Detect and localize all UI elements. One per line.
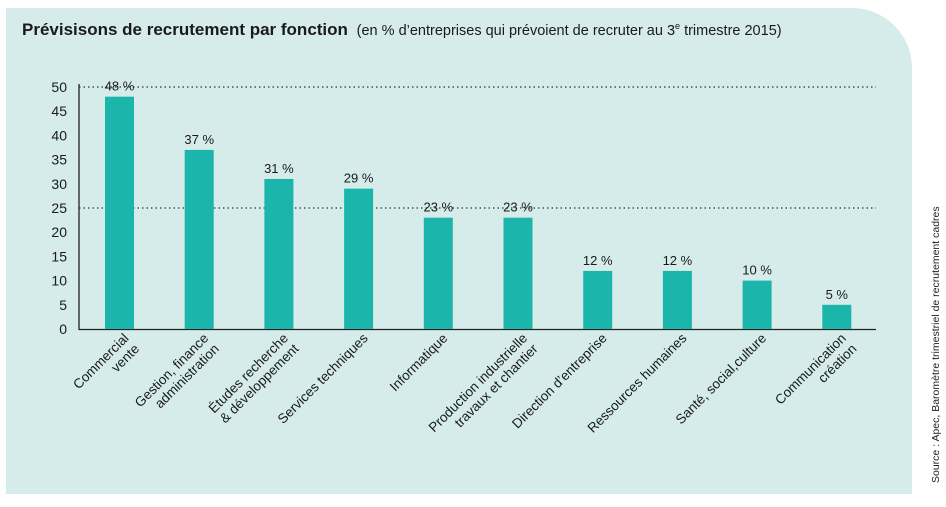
bar [583,270,613,329]
y-tick-label: 5 [59,297,67,313]
bar [344,188,374,329]
bar [184,149,214,329]
subtitle-pre: (en % d’entreprises qui prévoient de rec… [356,23,676,39]
y-tick-label: 45 [51,103,67,119]
data-label: 31 % [264,161,294,176]
subtitle-text: (en % d’entreprises qui prévoient de rec… [356,21,782,39]
data-label: 23 % [423,200,453,215]
category-label: Communicationcréation [772,331,860,419]
source-note: Source : Apec, Baromètre trimestriel de … [930,206,942,483]
bar [742,280,772,329]
bar [822,304,852,329]
y-tick-label: 30 [51,176,67,192]
bar [105,96,134,330]
data-label: 10 % [742,263,772,278]
category-label: Commercialvente [70,331,142,403]
category-label: Santé, social,culture [673,331,770,428]
bar [423,217,453,329]
data-label: 12 % [663,253,693,268]
data-label: 29 % [344,171,374,186]
category-label-line: Santé, social,culture [673,331,770,428]
data-label: 12 % [583,253,613,268]
category-label-line: Informatique [387,331,451,395]
title-text: Prévisisons de recrutement par fonction [22,20,348,39]
subtitle-sup: e [675,21,681,32]
y-tick-label: 25 [51,200,67,216]
data-label: 37 % [184,132,214,147]
category-label: Informatique [387,331,451,395]
chart-panel [6,8,912,494]
y-tick-label: 10 [51,273,67,289]
data-label: 48 % [105,79,135,94]
data-label: 23 % [503,200,533,215]
y-tick-label: 0 [59,321,67,337]
bar [662,270,692,329]
y-tick-label: 50 [51,79,67,95]
subtitle-post: trimestre 2015) [680,23,782,39]
bar [503,217,533,329]
y-tick-label: 15 [51,248,67,264]
y-tick-label: 40 [51,127,67,143]
bar [264,178,294,329]
y-tick-label: 35 [51,152,67,168]
chart-title: Prévisisons de recrutement par fonction … [22,20,782,40]
data-label: 5 % [826,287,849,302]
y-tick-label: 20 [51,224,67,240]
